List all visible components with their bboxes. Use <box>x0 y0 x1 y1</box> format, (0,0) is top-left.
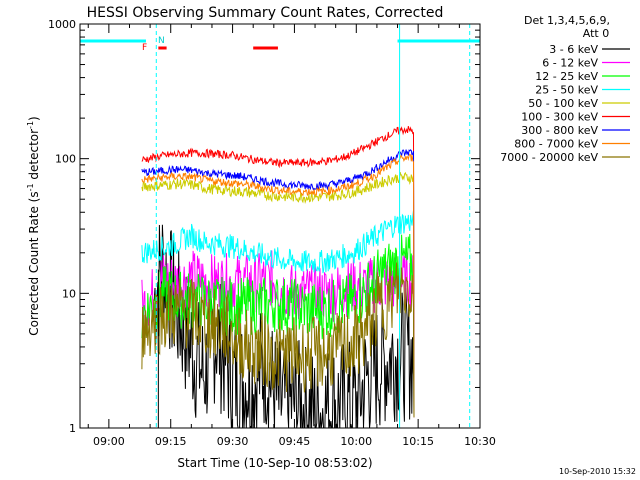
plot-frame <box>79 23 481 429</box>
y-tick-label: 10 <box>62 287 76 300</box>
timestamp-label: 10-Sep-2010 15:32 <box>559 467 636 476</box>
night-flag-label: N <box>158 36 165 46</box>
x-tick-label: 10:15 <box>402 435 434 448</box>
plot-area <box>80 24 480 428</box>
legend-entry-label: 7000 - 20000 keV <box>500 151 598 164</box>
x-tick-label: 09:45 <box>279 435 311 448</box>
legend-entry-label: 300 - 800 keV <box>521 124 598 137</box>
series-line <box>141 171 415 418</box>
x-tick-label: 10:00 <box>340 435 372 448</box>
y-axis-label: Corrected Count Rate (s-1 detector-1) <box>26 116 41 335</box>
legend-entry-label: 50 - 100 keV <box>528 97 598 110</box>
legend-entry-label: 3 - 6 keV <box>549 43 598 56</box>
x-tick-label: 09:15 <box>155 435 187 448</box>
series-group <box>141 126 415 428</box>
series-line <box>141 149 415 418</box>
axis-ticks: 1 10 100 1000 09:00 09:15 09:30 09:45 10:00 10:15… <box>48 18 496 448</box>
legend-entry-label: 100 - 300 keV <box>521 111 598 124</box>
x-tick-label: 09:00 <box>93 435 125 448</box>
chart-title: HESSI Observing Summary Count Rates, Cor… <box>87 5 444 21</box>
y-tick-label: 1 <box>69 422 76 435</box>
legend-entry-label: 12 - 25 keV <box>535 70 598 83</box>
legend-header-attenuator: Att 0 <box>583 27 609 40</box>
y-tick-label: 1000 <box>48 18 76 31</box>
series-line <box>141 210 415 418</box>
series-line <box>141 233 415 418</box>
series-line <box>141 126 415 418</box>
x-tick-label: 10:30 <box>464 435 496 448</box>
legend-entry-label: 6 - 12 keV <box>542 57 598 70</box>
series-line <box>141 153 415 418</box>
legend-header-detectors: Det 1,3,4,5,6,9, <box>524 14 610 27</box>
series-line <box>141 262 415 418</box>
x-tick-label: 09:30 <box>217 435 249 448</box>
legend-entry-label: 800 - 7000 keV <box>514 138 598 151</box>
y-tick-label: 100 <box>55 153 76 166</box>
legend-entry-label: 25 - 50 keV <box>535 84 598 97</box>
x-axis-label: Start Time (10-Sep-10 08:53:02) <box>177 456 372 470</box>
flare-flag-label: F <box>142 43 147 53</box>
